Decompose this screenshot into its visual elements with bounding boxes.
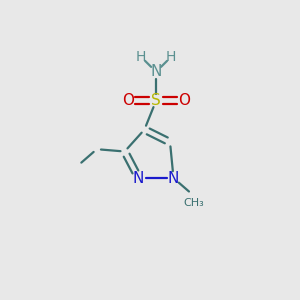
- Text: O: O: [178, 93, 190, 108]
- Text: H: H: [136, 50, 146, 64]
- Text: S: S: [151, 93, 161, 108]
- Text: N: N: [150, 64, 162, 79]
- Text: O: O: [122, 93, 134, 108]
- Text: CH₃: CH₃: [183, 198, 204, 208]
- Text: N: N: [168, 171, 179, 186]
- Text: H: H: [166, 50, 176, 64]
- Text: N: N: [133, 171, 144, 186]
